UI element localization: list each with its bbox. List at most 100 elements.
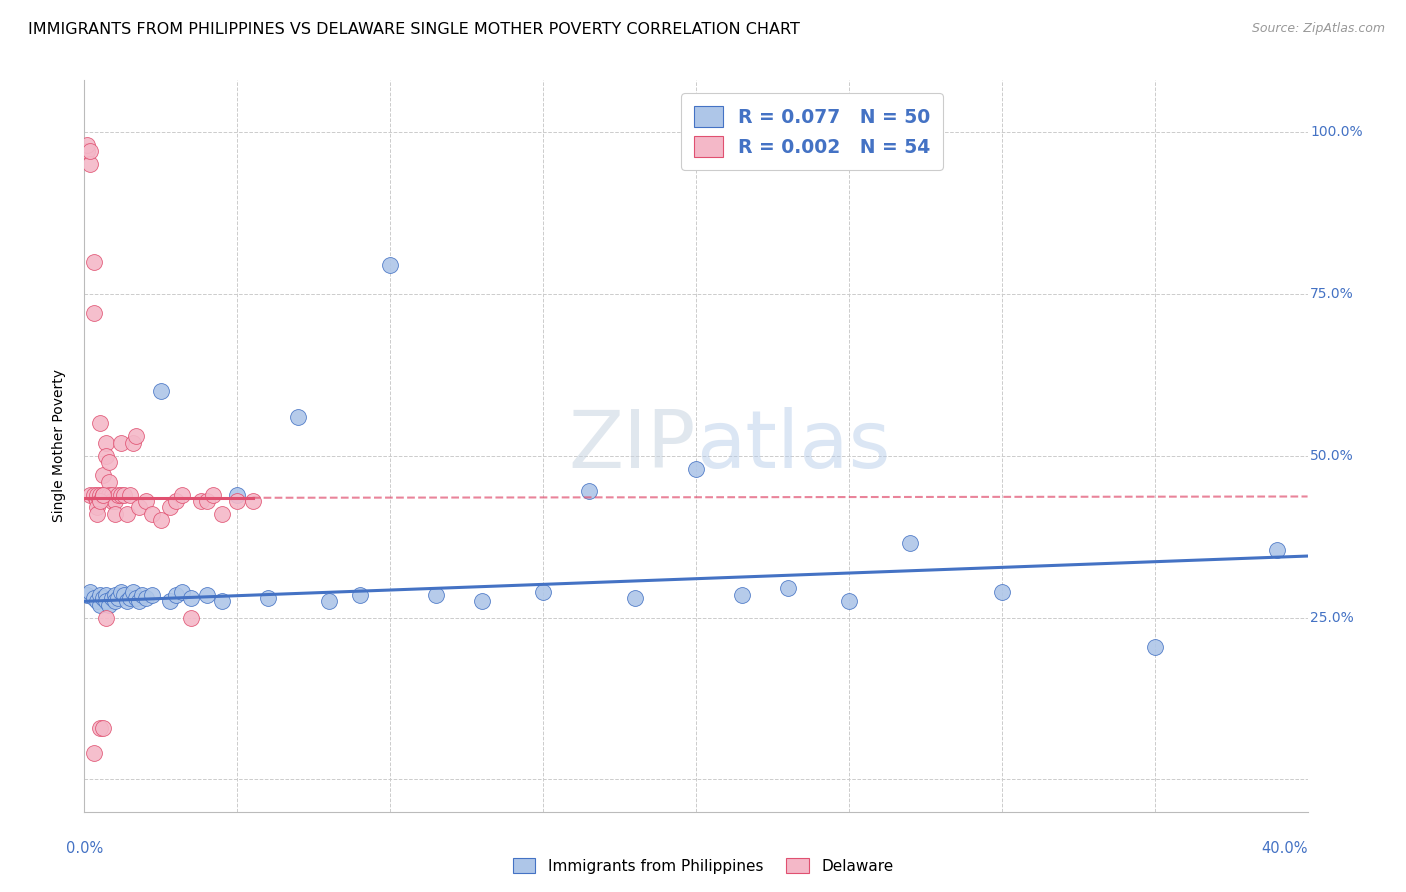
- Point: [107, 487, 129, 501]
- Point: [180, 591, 202, 606]
- Point: [731, 588, 754, 602]
- Point: [83, 254, 105, 268]
- Point: [149, 384, 172, 398]
- Point: [76, 588, 98, 602]
- Point: [685, 461, 707, 475]
- Text: Source: ZipAtlas.com: Source: ZipAtlas.com: [1251, 22, 1385, 36]
- Point: [89, 494, 111, 508]
- Point: [94, 449, 117, 463]
- Point: [531, 584, 554, 599]
- Point: [86, 507, 108, 521]
- Point: [128, 594, 150, 608]
- Point: [201, 487, 224, 501]
- Point: [97, 598, 120, 612]
- Point: [380, 258, 402, 272]
- Point: [79, 145, 101, 159]
- Point: [97, 487, 120, 501]
- Point: [86, 500, 108, 515]
- Point: [94, 435, 117, 450]
- Point: [257, 591, 280, 606]
- Point: [776, 582, 799, 596]
- Point: [94, 588, 117, 602]
- Text: 75.0%: 75.0%: [1310, 287, 1354, 301]
- Point: [172, 584, 194, 599]
- Point: [242, 494, 264, 508]
- Legend: R = 0.077   N = 50, R = 0.002   N = 54: R = 0.077 N = 50, R = 0.002 N = 54: [682, 94, 943, 170]
- Point: [991, 584, 1014, 599]
- Point: [125, 429, 148, 443]
- Point: [83, 306, 105, 320]
- Point: [165, 588, 187, 602]
- Point: [104, 588, 127, 602]
- Point: [1265, 542, 1288, 557]
- Point: [107, 591, 129, 606]
- Point: [131, 588, 153, 602]
- Point: [94, 594, 117, 608]
- Point: [104, 507, 127, 521]
- Point: [349, 588, 371, 602]
- Point: [211, 594, 233, 608]
- Point: [110, 584, 132, 599]
- Point: [165, 494, 187, 508]
- Point: [94, 610, 117, 624]
- Text: 0.0%: 0.0%: [66, 841, 103, 856]
- Point: [125, 591, 148, 606]
- Point: [76, 145, 98, 159]
- Point: [104, 494, 127, 508]
- Point: [79, 487, 101, 501]
- Point: [86, 594, 108, 608]
- Point: [83, 487, 105, 501]
- Point: [91, 468, 114, 483]
- Point: [149, 513, 172, 527]
- Legend: Immigrants from Philippines, Delaware: Immigrants from Philippines, Delaware: [506, 852, 900, 880]
- Point: [287, 409, 309, 424]
- Point: [115, 507, 138, 521]
- Point: [318, 594, 340, 608]
- Point: [101, 487, 124, 501]
- Point: [97, 475, 120, 489]
- Point: [91, 487, 114, 501]
- Point: [159, 594, 181, 608]
- Text: 100.0%: 100.0%: [1310, 125, 1362, 139]
- Point: [135, 591, 157, 606]
- Text: 25.0%: 25.0%: [1310, 610, 1354, 624]
- Point: [172, 487, 194, 501]
- Point: [898, 536, 921, 550]
- Point: [91, 721, 114, 735]
- Text: IMMIGRANTS FROM PHILIPPINES VS DELAWARE SINGLE MOTHER POVERTY CORRELATION CHART: IMMIGRANTS FROM PHILIPPINES VS DELAWARE …: [28, 22, 800, 37]
- Text: 50.0%: 50.0%: [1310, 449, 1354, 463]
- Point: [89, 598, 111, 612]
- Point: [578, 484, 600, 499]
- Point: [226, 494, 249, 508]
- Point: [91, 487, 114, 501]
- Point: [97, 455, 120, 469]
- Point: [180, 610, 202, 624]
- Point: [211, 507, 233, 521]
- Point: [79, 157, 101, 171]
- Point: [120, 591, 142, 606]
- Point: [79, 584, 101, 599]
- Point: [89, 588, 111, 602]
- Point: [135, 494, 157, 508]
- Point: [195, 588, 218, 602]
- Point: [141, 588, 163, 602]
- Point: [159, 500, 181, 515]
- Point: [83, 747, 105, 761]
- Point: [104, 594, 127, 608]
- Point: [838, 594, 860, 608]
- Point: [471, 594, 494, 608]
- Point: [110, 487, 132, 501]
- Point: [122, 584, 145, 599]
- Point: [190, 494, 212, 508]
- Point: [101, 591, 124, 606]
- Point: [122, 435, 145, 450]
- Point: [112, 588, 135, 602]
- Point: [86, 487, 108, 501]
- Point: [76, 138, 98, 153]
- Point: [83, 591, 105, 606]
- Text: 40.0%: 40.0%: [1261, 841, 1308, 856]
- Point: [91, 591, 114, 606]
- Text: atlas: atlas: [696, 407, 890, 485]
- Point: [425, 588, 447, 602]
- Point: [86, 494, 108, 508]
